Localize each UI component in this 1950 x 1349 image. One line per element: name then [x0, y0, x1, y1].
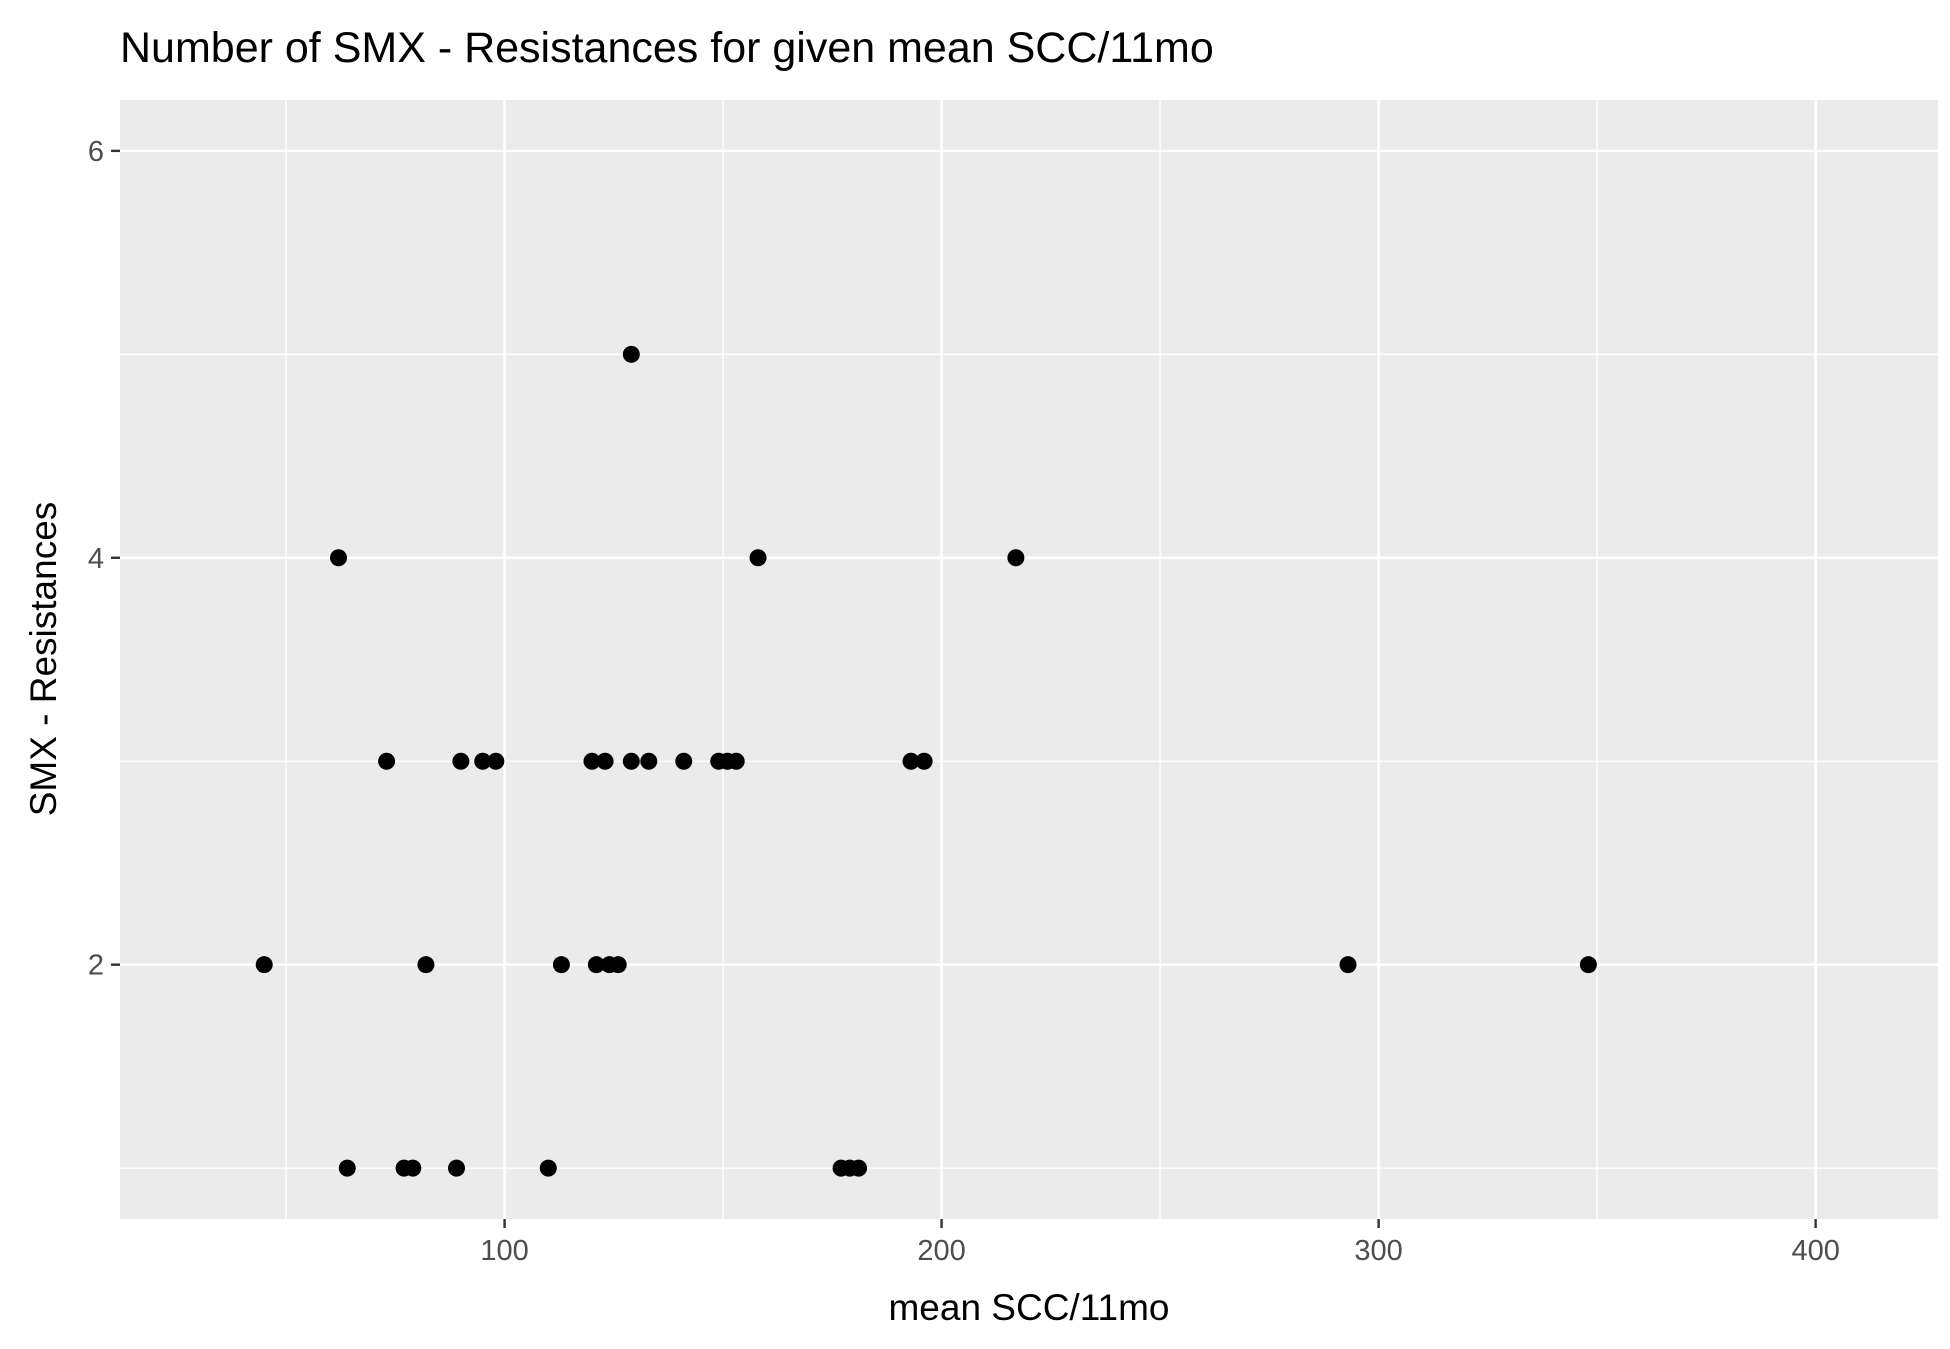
data-point — [474, 752, 492, 770]
data-points — [255, 345, 1597, 1177]
data-point — [850, 1159, 868, 1177]
data-point — [378, 752, 396, 770]
data-point — [487, 752, 505, 770]
x-tick-label: 400 — [1791, 1235, 1839, 1267]
data-point — [448, 1159, 466, 1177]
y-tick-label: 6 — [88, 136, 104, 168]
data-point — [552, 956, 570, 974]
data-point — [587, 956, 605, 974]
chart-title: Number of SMX - Resistances for given me… — [120, 24, 1214, 72]
plot-panel — [120, 100, 1938, 1219]
x-axis-title: mean SCC/11mo — [888, 1287, 1169, 1328]
y-axis-title: SMX - Resistances — [23, 502, 64, 817]
x-tick-label: 200 — [917, 1235, 965, 1267]
data-point — [1007, 549, 1025, 567]
data-point — [596, 752, 614, 770]
data-point — [417, 956, 435, 974]
y-tick-label: 4 — [88, 543, 104, 575]
data-point — [609, 956, 627, 974]
data-point — [539, 1159, 557, 1177]
data-point — [640, 752, 658, 770]
data-point — [902, 752, 920, 770]
data-point — [583, 752, 601, 770]
y-tick-label: 2 — [88, 950, 104, 982]
data-point — [1339, 956, 1357, 974]
data-point — [915, 752, 933, 770]
data-point — [255, 956, 273, 974]
data-point — [404, 1159, 422, 1177]
data-point — [622, 752, 640, 770]
x-axis: 100 200 300 400 — [480, 1219, 1840, 1267]
minor-gridlines — [120, 100, 1938, 1219]
data-point — [452, 752, 470, 770]
data-point — [727, 752, 745, 770]
data-point — [338, 1159, 356, 1177]
data-point — [330, 549, 348, 567]
x-tick-label: 100 — [480, 1235, 528, 1267]
data-point — [1579, 956, 1597, 974]
data-point — [622, 345, 640, 363]
x-tick-label: 300 — [1354, 1235, 1402, 1267]
data-point — [749, 549, 767, 567]
data-point — [675, 752, 693, 770]
y-axis: 2 4 6 — [88, 136, 120, 982]
